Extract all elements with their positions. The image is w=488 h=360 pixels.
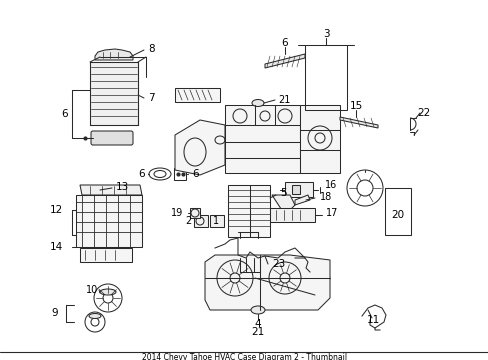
Bar	[305, 45, 346, 110]
Text: 21: 21	[251, 327, 264, 337]
Bar	[209, 215, 224, 227]
Polygon shape	[271, 195, 294, 215]
Bar	[90, 62, 138, 125]
Polygon shape	[80, 185, 142, 195]
Text: 22: 22	[417, 108, 430, 118]
Text: 14: 14	[50, 242, 63, 252]
Bar	[224, 105, 299, 173]
Text: 19: 19	[170, 208, 183, 218]
Text: 3: 3	[322, 29, 328, 39]
Polygon shape	[264, 54, 305, 68]
Ellipse shape	[89, 314, 101, 319]
Text: 20: 20	[390, 210, 404, 220]
Bar	[384, 188, 410, 235]
Polygon shape	[175, 120, 224, 175]
Bar	[76, 195, 142, 247]
FancyBboxPatch shape	[91, 131, 133, 145]
Text: 2: 2	[184, 216, 191, 226]
Text: 6: 6	[281, 38, 288, 48]
Bar	[285, 182, 312, 197]
Text: 8: 8	[148, 44, 154, 54]
Text: 6: 6	[192, 169, 198, 179]
Text: 16: 16	[325, 180, 337, 190]
Text: 15: 15	[348, 101, 362, 111]
Ellipse shape	[250, 306, 264, 314]
Text: 23: 23	[271, 259, 285, 269]
Ellipse shape	[100, 289, 116, 295]
Polygon shape	[95, 49, 133, 60]
Text: 5: 5	[280, 188, 286, 198]
Polygon shape	[294, 195, 309, 205]
Bar	[194, 215, 207, 227]
Bar	[291, 185, 299, 194]
Bar	[80, 248, 132, 262]
Text: 6: 6	[61, 109, 68, 119]
Text: 4: 4	[254, 319, 261, 329]
Bar	[269, 208, 314, 222]
Text: 6: 6	[138, 169, 145, 179]
Text: 11: 11	[366, 315, 379, 325]
Polygon shape	[204, 255, 329, 310]
Text: 12: 12	[50, 205, 63, 215]
Polygon shape	[339, 117, 377, 128]
Bar	[190, 208, 200, 218]
Bar	[299, 105, 339, 173]
Bar	[227, 185, 269, 237]
Text: 17: 17	[325, 208, 338, 218]
Text: 2014 Chevy Tahoe HVAC Case Diagram 2 - Thumbnail: 2014 Chevy Tahoe HVAC Case Diagram 2 - T…	[142, 352, 347, 360]
Text: 7: 7	[148, 93, 154, 103]
Text: 1: 1	[212, 216, 219, 226]
Bar	[175, 88, 220, 102]
Text: 9: 9	[51, 308, 58, 318]
Ellipse shape	[251, 99, 264, 107]
Text: 21: 21	[278, 95, 290, 105]
Text: 10: 10	[85, 285, 98, 295]
Text: 13: 13	[116, 182, 129, 192]
Bar	[174, 168, 185, 180]
Text: 18: 18	[319, 192, 331, 202]
